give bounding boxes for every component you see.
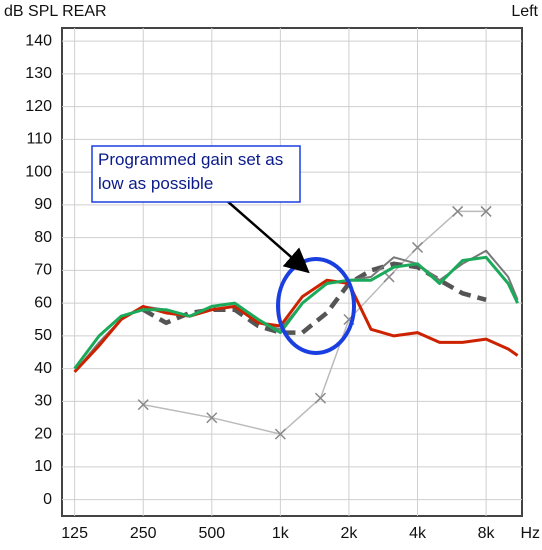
y-tick-label: 100 [25, 163, 52, 180]
x-tick-label: 125 [61, 525, 88, 542]
marker [452, 205, 464, 217]
marker [274, 428, 286, 440]
x-tick-label: 1k [272, 525, 290, 542]
marker [383, 271, 395, 283]
y-tick-label: 140 [25, 32, 52, 49]
x-tick-label: 8k [478, 525, 496, 542]
marker [206, 412, 218, 424]
annotation: Programmed gain set as low as possible [98, 150, 284, 193]
y-tick-label: 40 [34, 360, 52, 377]
y-tick-label: 60 [34, 294, 52, 311]
y-tick-label: 110 [26, 131, 52, 148]
y-tick-label: 0 [43, 491, 52, 508]
y-tick-label: 20 [34, 425, 52, 442]
marker [137, 399, 149, 411]
corner-label: Left [511, 3, 538, 20]
series-line [73, 255, 519, 370]
annotation-wrap: Programmed gain set as low as possible [98, 150, 284, 193]
y-tick-label: 30 [34, 393, 52, 410]
marker [411, 241, 424, 253]
y-tick-label: 50 [34, 327, 52, 344]
y-tick-label: 10 [34, 458, 52, 475]
y-tick-label: 70 [34, 262, 52, 279]
arrow [225, 199, 310, 274]
x-tick-label: 2k [340, 525, 358, 542]
x-tick-label: 250 [130, 525, 157, 542]
y-axis-label: dB SPL REAR [4, 3, 107, 20]
y-tick-label: 120 [25, 98, 52, 115]
x-tick-label: 4k [409, 525, 427, 542]
x-tick-label: 500 [198, 525, 225, 542]
marker [480, 205, 492, 217]
highlight-ellipse [276, 257, 356, 355]
annotation-box [91, 145, 301, 203]
y-tick-label: 80 [34, 229, 52, 246]
y-tick-label: 90 [34, 196, 52, 213]
x-axis-label: Hz [520, 525, 540, 542]
y-tick-label: 130 [25, 65, 52, 82]
marker [314, 392, 327, 404]
